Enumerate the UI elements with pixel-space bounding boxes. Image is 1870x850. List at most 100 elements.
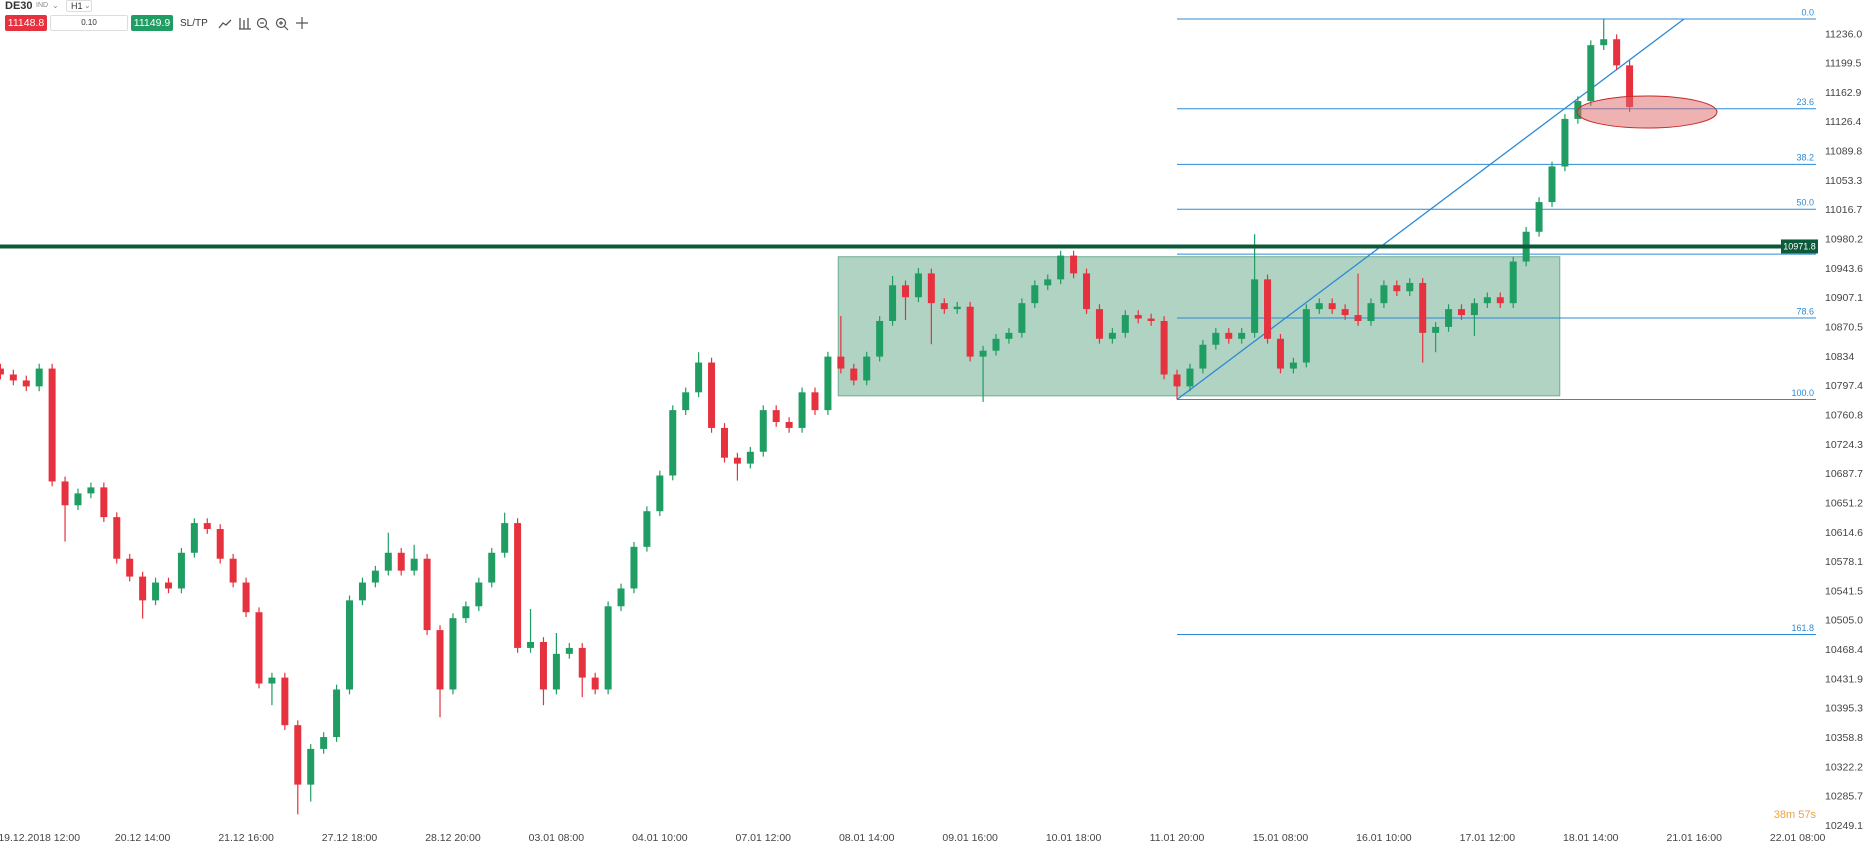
x-tick-label: 08.01 14:00	[839, 832, 895, 844]
candle-body	[979, 350, 987, 357]
x-tick-label: 18.01 14:00	[1563, 832, 1619, 844]
candle-body	[1445, 309, 1453, 327]
candle-body	[1535, 202, 1543, 232]
candle-body	[1483, 297, 1491, 304]
y-tick-label: 10431.9	[1825, 673, 1863, 685]
zoom-out-icon[interactable]	[256, 17, 270, 31]
candle-body	[177, 552, 185, 589]
candle-body	[772, 410, 780, 422]
timeframe[interactable]: H1	[66, 0, 92, 12]
candle-body	[294, 725, 302, 785]
y-tick-label: 10870.5	[1825, 322, 1863, 334]
fib-level-label: 161.8	[1791, 623, 1814, 633]
y-tick-label: 11236.0	[1825, 28, 1862, 40]
candle-body	[1095, 309, 1103, 339]
fib-level-label: 38.2	[1796, 153, 1814, 163]
zoom-in-icon[interactable]	[275, 17, 289, 31]
y-tick-label: 11089.8	[1825, 146, 1862, 158]
y-tick-label: 10687.7	[1825, 468, 1863, 480]
y-tick-label: 10760.8	[1825, 410, 1863, 422]
candle-body	[87, 487, 95, 494]
y-tick-label: 10322.2	[1825, 761, 1863, 773]
candle-body	[565, 647, 573, 654]
candle-body	[1264, 279, 1272, 339]
candle-body	[333, 689, 341, 738]
symbol-dropdown[interactable]: ⌄	[52, 1, 59, 10]
candle-body	[889, 285, 897, 321]
candle-body	[1044, 279, 1052, 286]
y-tick-label: 10395.3	[1825, 703, 1863, 715]
candle-body	[190, 523, 198, 553]
x-tick-label: 09.01 16:00	[942, 832, 998, 844]
indicator-icon[interactable]	[238, 17, 252, 31]
x-tick-label: 27.12 18:00	[322, 832, 378, 844]
candle-body	[0, 368, 4, 375]
candle-body	[953, 306, 961, 310]
x-tick-label: 16.01 10:00	[1356, 832, 1412, 844]
candle-body	[1367, 303, 1375, 321]
volume-input[interactable]: 0.10	[50, 15, 128, 31]
candle-body	[1160, 320, 1168, 375]
x-tick-label: 10.01 18:00	[1046, 832, 1102, 844]
candle-body	[902, 285, 909, 298]
candle-body	[1070, 255, 1078, 274]
x-tick-label: 03.01 08:00	[529, 832, 585, 844]
x-tick-label: 21.12 16:00	[218, 832, 274, 844]
y-tick-label: 10797.4	[1825, 380, 1863, 392]
candle-body	[1134, 315, 1142, 319]
candle-body	[203, 523, 211, 530]
candle-body	[462, 606, 470, 619]
candle-body	[1613, 39, 1621, 66]
candle-body	[1432, 326, 1440, 333]
fib-level-label: 78.6	[1796, 306, 1814, 316]
timeframe-dropdown[interactable]: ⌄	[84, 1, 91, 10]
y-tick-label: 10614.6	[1825, 527, 1863, 539]
candle-body	[384, 552, 392, 571]
y-tick-label: 10285.7	[1825, 791, 1863, 803]
candle-body	[410, 558, 418, 571]
candle-body	[1457, 309, 1465, 316]
candle-body	[1341, 309, 1349, 316]
candle-body	[1121, 315, 1129, 333]
level-label-box	[1781, 239, 1818, 254]
y-tick-label: 10541.5	[1825, 585, 1863, 597]
candle-body	[449, 618, 457, 690]
line-tool-icon[interactable]	[218, 18, 232, 30]
candle-body	[552, 653, 560, 690]
candle-body	[1406, 282, 1414, 292]
candle-body	[708, 362, 716, 428]
candle-body	[682, 392, 690, 411]
candle-body	[1108, 332, 1116, 339]
candle-body	[850, 368, 858, 381]
candle-body	[139, 576, 147, 601]
symbol[interactable]: DE30	[5, 0, 33, 12]
highlight-ellipse	[1576, 95, 1718, 129]
candle-body	[1173, 374, 1181, 387]
x-tick-label: 28.12 20:00	[425, 832, 481, 844]
candle-body	[1548, 166, 1556, 203]
buy-button[interactable]: 11149.9	[131, 15, 173, 31]
y-tick-label: 10468.4	[1825, 644, 1863, 656]
candle-body	[9, 374, 17, 381]
candle-body	[100, 487, 108, 518]
sell-button[interactable]: 11148.8	[5, 15, 47, 31]
candle-body	[1147, 318, 1155, 321]
y-tick-label: 10578.1	[1825, 556, 1863, 568]
crosshair-icon[interactable]	[295, 16, 311, 32]
candle-body	[759, 410, 767, 452]
candle-body	[746, 451, 754, 464]
candle-body	[61, 481, 69, 506]
candle-body	[863, 356, 871, 381]
candle-body	[940, 303, 948, 310]
y-tick-label: 10724.3	[1825, 439, 1863, 451]
candle-body	[268, 677, 276, 684]
y-tick-label: 11199.5	[1825, 58, 1862, 70]
x-tick-label: 15.01 08:00	[1253, 832, 1309, 844]
x-tick-label: 19.12.2018 12:00	[0, 832, 80, 844]
candle-body	[1380, 285, 1388, 304]
level-label: 10971.8	[1783, 241, 1816, 251]
candle-body	[346, 600, 354, 690]
candle-body	[1561, 118, 1569, 167]
candle-body	[1251, 279, 1259, 333]
sltp-button[interactable]: SL/TP	[180, 18, 208, 29]
